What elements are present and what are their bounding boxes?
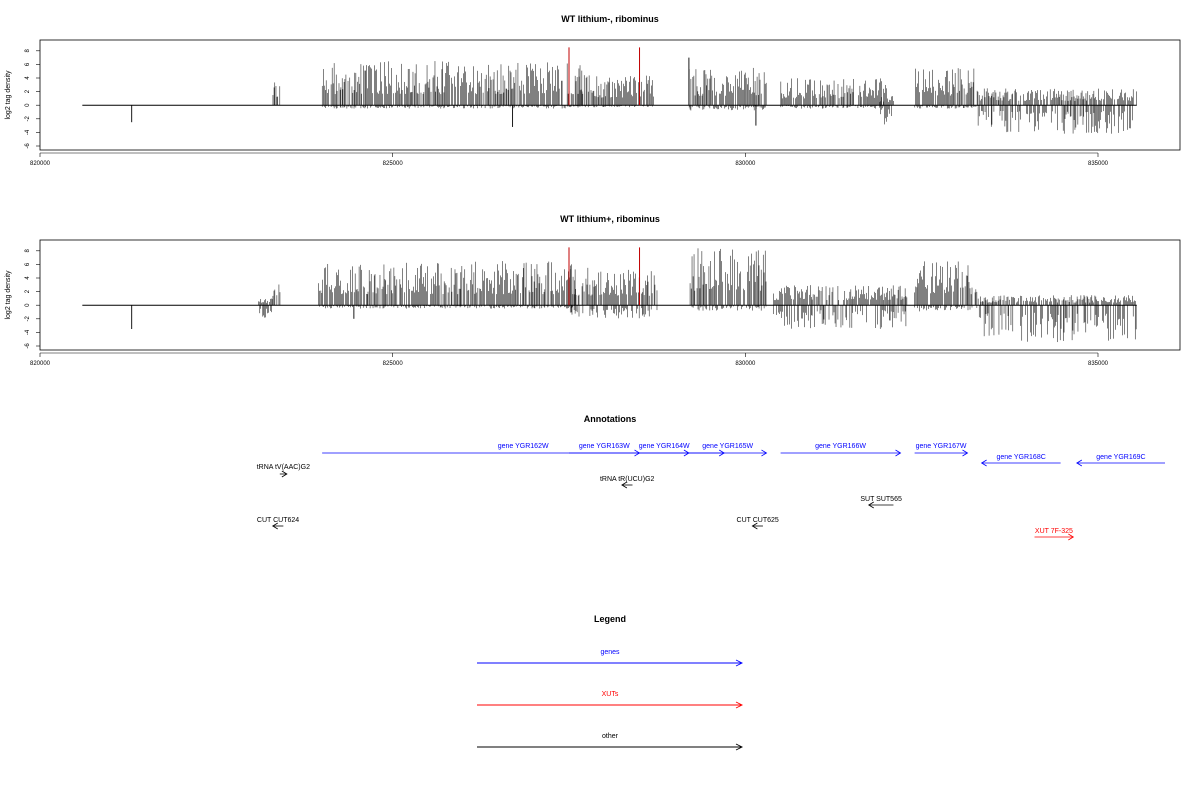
x-tick-label: 825000 <box>383 361 404 367</box>
y-tick-label: -6 <box>25 143 31 149</box>
y-tick-label: -2 <box>25 315 31 321</box>
annotations-track: Annotations gene YGR162W gene YGR163W gene… <box>257 414 1166 541</box>
signal-bars <box>82 47 1137 134</box>
arrow-head-icon <box>735 659 744 667</box>
y-tick-label: -2 <box>25 115 31 121</box>
y-tick-label: -4 <box>25 129 31 135</box>
arrow-head-icon <box>735 743 744 751</box>
arrow-head-icon <box>621 481 628 489</box>
annotations-title: Annotations <box>584 414 637 424</box>
panel-title: WT lithium-, ribominus <box>561 14 659 24</box>
x-tick-label: 830000 <box>735 161 756 167</box>
y-tick-label: -6 <box>25 343 31 349</box>
arrow-head-icon <box>281 470 288 478</box>
arrow-head-icon <box>271 522 278 530</box>
x-axis: 820000 825000 830000 835000 <box>30 352 1109 367</box>
feature-label: SUT SUT565 <box>860 496 902 503</box>
legend-label: other <box>602 733 619 740</box>
y-tick-label: 2 <box>25 289 31 293</box>
x-tick-label: 835000 <box>1088 161 1109 167</box>
y-axis: 8 6 4 2 0 -2 -4 -6 <box>25 48 40 149</box>
y-axis-label: log2 tag density <box>5 270 12 320</box>
x-tick-label: 820000 <box>30 161 51 167</box>
arrow-head-icon <box>867 501 874 509</box>
legend-items: genes XUTs other <box>477 649 744 751</box>
legend: Legend genes XUTs other <box>477 614 744 751</box>
annotation-feature: gene YGR163W <box>569 443 641 457</box>
arrow-head-icon <box>751 522 758 530</box>
feature-label: gene YGR167W <box>916 443 967 450</box>
panel-title: WT lithium+, ribominus <box>560 214 660 224</box>
feature-label: tRNA tV(AAC)G2 <box>257 464 310 471</box>
track-panel-lithium-plus: WT lithium+, ribominus log2 tag density … <box>5 214 1181 367</box>
annotation-feature: XUT 7F-325 <box>1034 528 1075 541</box>
arrow-head-icon <box>735 701 744 709</box>
arrow-head-icon <box>980 459 987 467</box>
feature-label: gene YGR162W <box>498 443 549 450</box>
feature-label: CUT CUT625 <box>737 517 779 524</box>
x-tick-label: 825000 <box>383 161 404 167</box>
annotation-feature: gene YGR168C <box>980 454 1061 467</box>
annotation-feature: gene YGR167W <box>914 443 969 457</box>
arrow-head-icon <box>895 449 902 457</box>
y-tick-label: 4 <box>25 76 31 80</box>
legend-entry: genes <box>477 649 744 667</box>
arrow-head-icon <box>761 449 768 457</box>
y-axis-label: log2 tag density <box>5 70 12 120</box>
feature-label: gene YGR169C <box>1096 454 1145 461</box>
annotation-feature: CUT CUT625 <box>737 517 779 530</box>
feature-label: XUT 7F-325 <box>1035 528 1073 535</box>
annotation-feature: gene YGR164W <box>639 443 690 457</box>
feature-label: gene YGR166W <box>815 443 866 450</box>
legend-label: genes <box>600 649 620 656</box>
annotation-feature: tRNA tV(AAC)G2 <box>257 464 310 478</box>
feature-label: CUT CUT624 <box>257 517 299 524</box>
legend-label: XUTs <box>602 691 619 698</box>
y-tick-label: 0 <box>25 303 31 307</box>
annotation-feature: gene YGR165W <box>688 443 768 457</box>
legend-entry: other <box>477 733 744 751</box>
annotation-items: gene YGR162W gene YGR163W gene YGR164W gene… <box>257 443 1166 541</box>
annotation-feature: CUT CUT624 <box>257 517 299 530</box>
feature-label: gene YGR163W <box>579 443 630 450</box>
x-tick-label: 830000 <box>735 361 756 367</box>
plot-frame <box>39 239 1181 351</box>
arrow-head-icon <box>1068 533 1075 541</box>
feature-label: gene YGR168C <box>996 454 1045 461</box>
y-tick-label: 4 <box>25 276 31 280</box>
y-tick-label: -4 <box>25 329 31 335</box>
y-tick-label: 6 <box>25 62 31 66</box>
arrow-head-icon <box>1076 459 1083 467</box>
y-axis: 8 6 4 2 0 -2 -4 -6 <box>25 248 40 349</box>
y-tick-label: 0 <box>25 103 31 107</box>
annotation-feature: tRNA tR(UCU)G2 <box>600 476 655 489</box>
track-panel-lithium-minus: WT lithium-, ribominus log2 tag density … <box>5 14 1181 167</box>
signal-bars <box>82 247 1137 343</box>
feature-label: gene YGR164W <box>639 443 690 450</box>
annotation-feature: gene YGR166W <box>780 443 902 457</box>
y-tick-label: 8 <box>25 48 31 52</box>
y-tick-label: 2 <box>25 89 31 93</box>
legend-title: Legend <box>594 614 626 624</box>
x-tick-label: 835000 <box>1088 361 1109 367</box>
y-tick-label: 6 <box>25 262 31 266</box>
x-axis: 820000 825000 830000 835000 <box>30 152 1109 167</box>
annotation-feature: gene YGR169C <box>1076 454 1166 467</box>
plot-frame <box>39 39 1181 151</box>
arrow-head-icon <box>962 449 969 457</box>
feature-label: tRNA tR(UCU)G2 <box>600 476 655 483</box>
y-tick-label: 8 <box>25 248 31 252</box>
legend-entry: XUTs <box>477 691 744 709</box>
x-tick-label: 820000 <box>30 361 51 367</box>
feature-label: gene YGR165W <box>702 443 753 450</box>
annotation-feature: SUT SUT565 <box>860 496 902 509</box>
